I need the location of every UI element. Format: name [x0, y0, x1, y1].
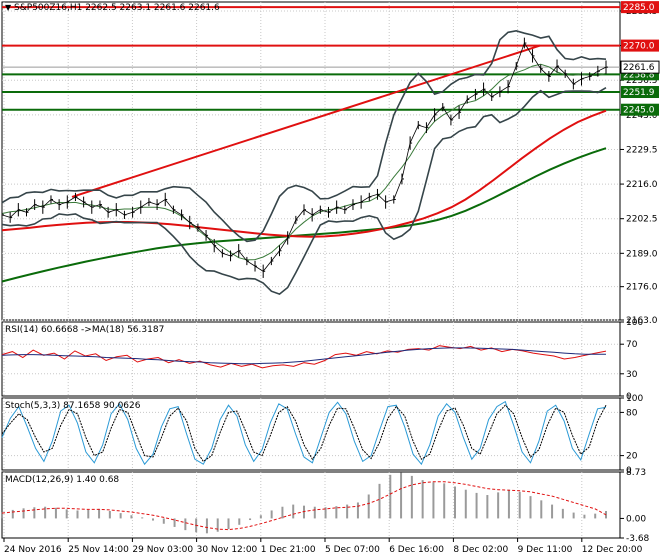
stoch-tick-label: 0 — [626, 466, 632, 476]
stoch-label: Stoch(5,3,3) 87.1658 90.0626 — [5, 401, 141, 411]
price-tick-label: 2216.0 — [626, 180, 658, 190]
price-tick-label: 2189.0 — [626, 249, 658, 259]
price-tick-label: 2243.0 — [626, 111, 658, 121]
price-tick-label: 2163.0 — [626, 316, 658, 326]
rsi-tick-label: 70 — [626, 340, 638, 350]
macd-signal-line — [1, 481, 607, 531]
ma-red-line — [1, 109, 607, 238]
stoch-tick-label: 80 — [626, 408, 638, 418]
stoch-tick-label: 20 — [626, 452, 638, 462]
rsi-line — [1, 345, 607, 369]
price-tick-label: 2229.5 — [626, 145, 658, 155]
symbol-header: ▼ S&P500Z16,H1 2262.5 2263.1 2261.6 2261… — [5, 3, 220, 13]
level-badge-2251.9 — [621, 86, 659, 99]
panel-frame-1 — [1, 321, 621, 397]
level-badge-label: 2251.9 — [623, 88, 655, 98]
level-badge-label: 2285.0 — [623, 3, 655, 13]
stoch-tick-label: 100 — [626, 394, 643, 404]
time-tick-label: 9 Dec 11:00 — [518, 545, 573, 555]
macd-tick-label: 8.73 — [626, 468, 646, 478]
level-badge-2270.0 — [621, 39, 659, 52]
trendline — [71, 44, 541, 198]
symbol-info-text: S&P500Z16,H1 2262.5 2263.1 2261.6 2261.6 — [14, 3, 220, 13]
time-tick-label: 30 Nov 12:00 — [197, 545, 258, 555]
current-price-badge — [620, 60, 660, 74]
level-badge-label: 2258.8 — [623, 70, 655, 80]
chevron-down-icon[interactable]: ▼ — [5, 3, 12, 12]
level-badge-2285.0 — [621, 1, 659, 14]
current-price-label: 2261.6 — [623, 63, 655, 73]
time-tick-label: 5 Dec 07:00 — [325, 545, 380, 555]
time-tick-label: 29 Nov 03:00 — [132, 545, 193, 555]
macd-label: MACD(12,26,9) 1.40 0.68 — [5, 475, 120, 485]
price-tick-label: 2176.0 — [626, 283, 658, 293]
macd-tick-label: 0.00 — [626, 514, 646, 524]
time-tick-label: 25 Nov 14:00 — [68, 545, 129, 555]
price-tick-label: 2256.5 — [626, 76, 658, 86]
level-badge-2245.0 — [621, 103, 659, 116]
price-close-line — [1, 42, 607, 272]
rsi-tick-label: 30 — [626, 370, 638, 380]
level-badge-label: 2245.0 — [623, 106, 655, 116]
panel-frame-3 — [1, 471, 621, 539]
bollinger-lower — [1, 87, 607, 296]
price-tick-label: 2202.5 — [626, 215, 658, 225]
time-tick-label: 24 Nov 2016 — [4, 545, 62, 555]
stoch-d-line — [1, 404, 607, 463]
stoch-k-line — [1, 400, 607, 466]
level-badge-label: 2270.0 — [623, 42, 655, 52]
time-tick-label: 12 Dec 20:00 — [582, 545, 643, 555]
rsi-ma-line — [1, 347, 606, 365]
rsi-label: RSI(14) 60.6668 ->MA(18) 56.3187 — [5, 325, 165, 335]
ma-green-line — [1, 147, 607, 283]
bollinger-upper — [1, 29, 607, 243]
time-tick-label: 8 Dec 02:00 — [453, 545, 508, 555]
time-tick-label: 6 Dec 16:00 — [389, 545, 444, 555]
macd-tick-label: -3.68 — [626, 534, 650, 544]
rsi-tick-label: 100 — [626, 318, 643, 328]
time-tick-label: 1 Dec 21:00 — [261, 545, 316, 555]
rsi-tick-label: 0 — [626, 392, 632, 402]
